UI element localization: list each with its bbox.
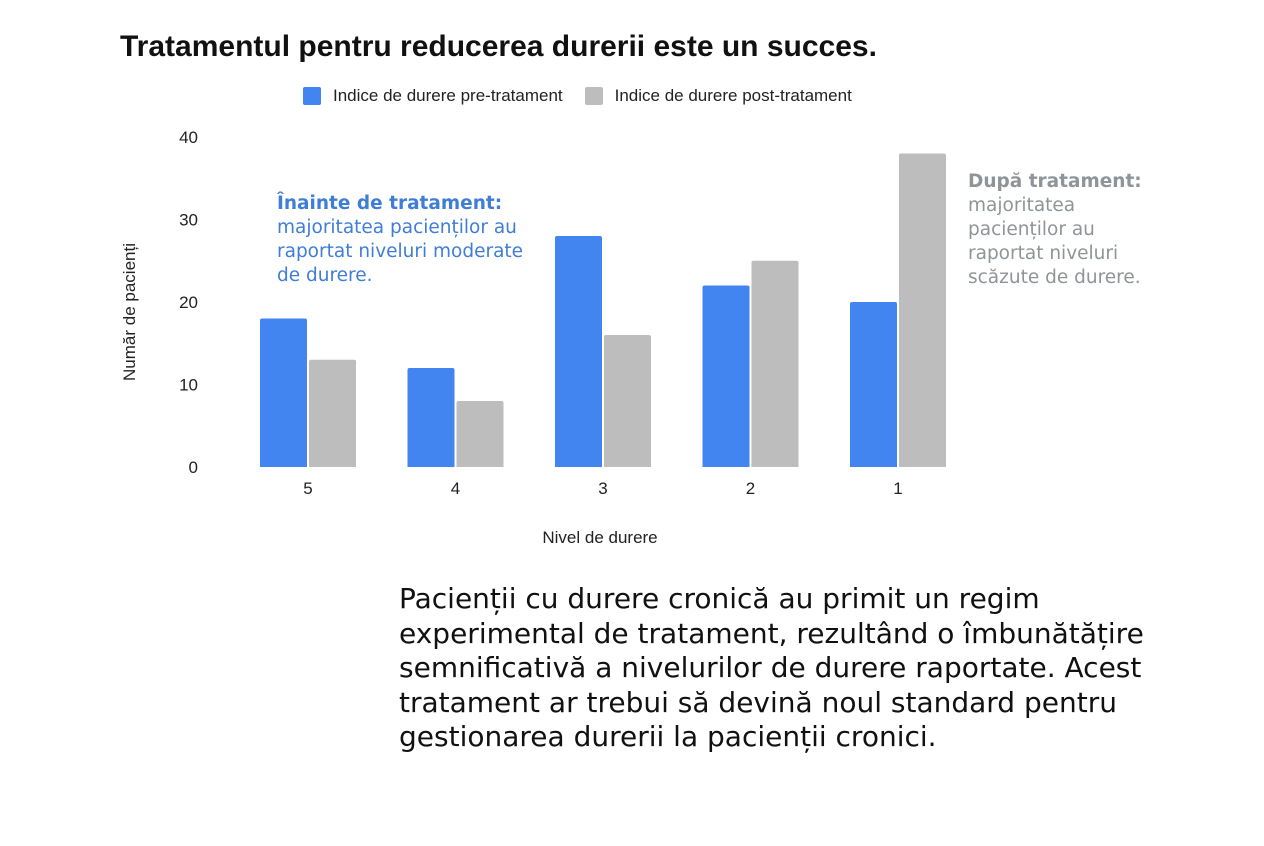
bar-pre-treatment [260,318,307,467]
y-tick-label: 10 [179,376,198,395]
x-tick-label: 1 [893,479,902,498]
legend-item-post: Indice de durere post-tratament [584,86,852,106]
caption-text: Pacienții cu durere cronică au primit un… [399,582,1144,753]
annotation-before-text: majoritatea pacienților au raportat nive… [277,217,524,286]
bar-pre-treatment [407,368,455,467]
annotation-after-treatment: După tratament: majoritatea pacienților … [968,170,1168,290]
annotation-before-heading: Înainte de tratament: [277,193,503,214]
bar-post-treatment [751,260,799,467]
y-tick-label: 0 [189,458,198,477]
x-tick-label: 5 [303,479,312,498]
legend-swatch-post [584,87,603,105]
x-tick-label: 3 [598,479,607,498]
annotation-before-treatment: Înainte de tratament: majoritatea pacien… [277,192,547,288]
annotation-after-text: majoritatea pacienților au raportat nive… [968,195,1141,288]
bar-pre-treatment [850,302,897,467]
legend-label-pre: Indice de durere pre-tratament [333,86,563,105]
y-tick-label: 20 [179,293,198,312]
bar-post-treatment [604,335,651,467]
y-tick-label: 40 [179,128,198,147]
bar-pre-treatment [702,285,750,467]
x-tick-label: 2 [746,479,755,498]
legend-item-pre: Indice de durere pre-tratament [303,86,563,106]
x-axis-label: Nivel de durere [542,528,658,547]
bar-pre-treatment [555,236,602,467]
bar-post-treatment [456,401,504,467]
bar-post-treatment [899,153,946,467]
bar-post-treatment [309,359,356,467]
legend-label-post: Indice de durere post-tratament [614,86,852,105]
chart-title: Tratamentul pentru reducerea durerii est… [120,30,877,63]
x-tick-label: 4 [451,479,460,498]
legend-swatch-pre [303,87,321,105]
legend: Indice de durere pre-tratament Indice de… [303,86,874,106]
annotation-after-heading: După tratament: [968,171,1142,192]
y-tick-label: 30 [179,211,198,230]
